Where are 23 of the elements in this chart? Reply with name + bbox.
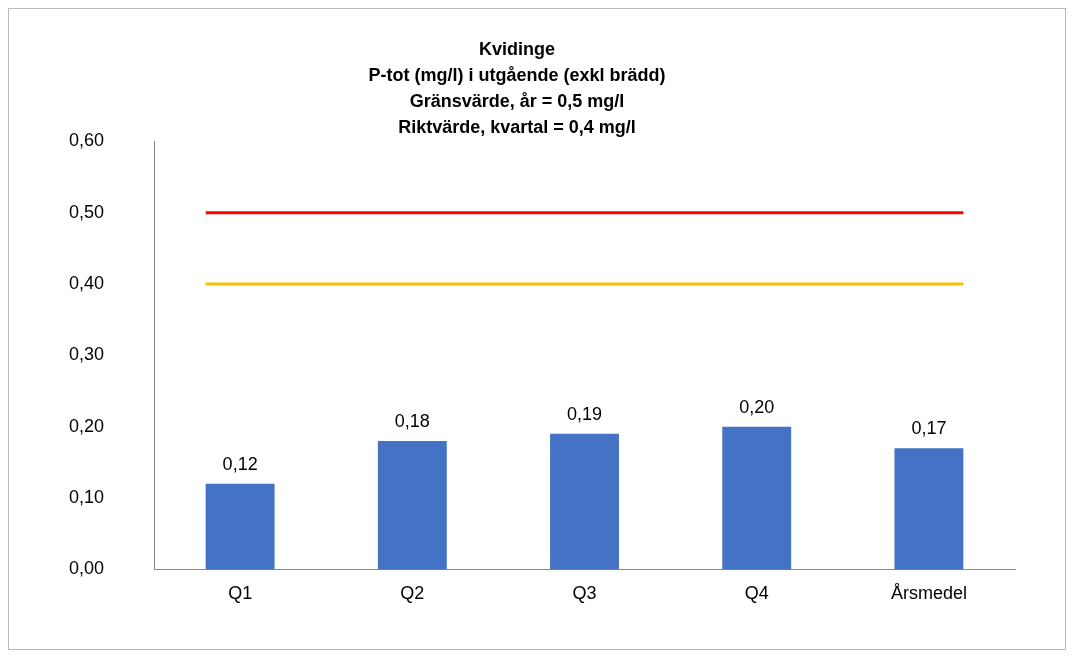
data-label: 0,19 <box>566 403 603 424</box>
x-tick-label: Q4 <box>744 583 769 604</box>
x-tick-label: Q3 <box>572 583 597 604</box>
chart-title: Kvidinge P-tot (mg/l) i utgående (exkl brädd) Gränsvärde, år = 0,5 mg/l Riktvärde, kvartal = 0,4 mg/l <box>368 39 666 138</box>
y-tick-label: 0,60 <box>68 130 105 151</box>
bar <box>550 433 619 570</box>
y-tick-label: 0,10 <box>68 487 105 508</box>
y-tick-label: 0,50 <box>68 201 105 222</box>
y-tick-label: 0,00 <box>68 558 105 579</box>
x-tick-label: Årsmedel <box>890 583 967 604</box>
data-label: 0,17 <box>911 418 947 439</box>
data-label: 0,20 <box>739 396 775 417</box>
y-tick-label: 0,30 <box>68 344 105 365</box>
bar <box>722 426 792 570</box>
x-tick-label: Q1 <box>228 583 253 604</box>
bar <box>894 448 964 570</box>
data-label: 0,12 <box>222 453 258 474</box>
bar <box>205 483 275 570</box>
x-tick-label: Q2 <box>400 583 425 604</box>
bar <box>377 441 447 570</box>
y-tick-label: 0,20 <box>68 415 105 436</box>
data-label: 0,18 <box>394 411 430 431</box>
y-tick-label: 0,40 <box>68 273 105 294</box>
